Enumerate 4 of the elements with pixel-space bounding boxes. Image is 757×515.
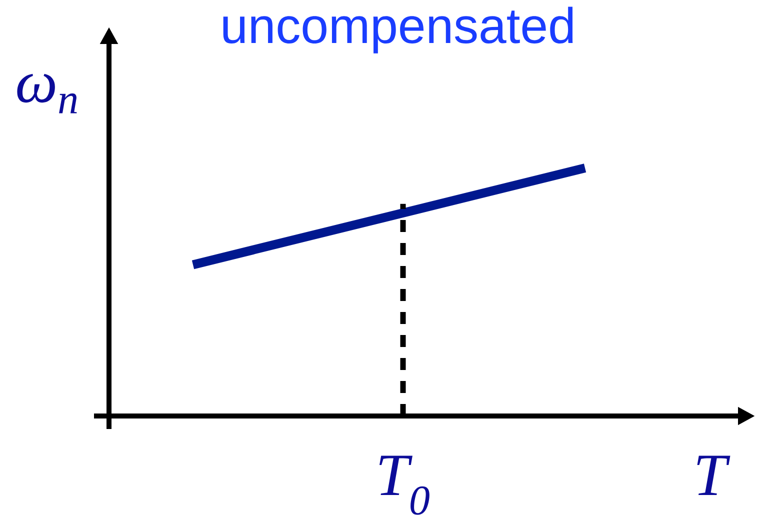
- text: T$_{0}$: [379, 456, 430, 515]
- y-axis-title: ω$_{n}$: [17, 74, 77, 114]
- chart-title: uncompensated: [223, 6, 573, 54]
- x-axis-title: T: [697, 456, 730, 496]
